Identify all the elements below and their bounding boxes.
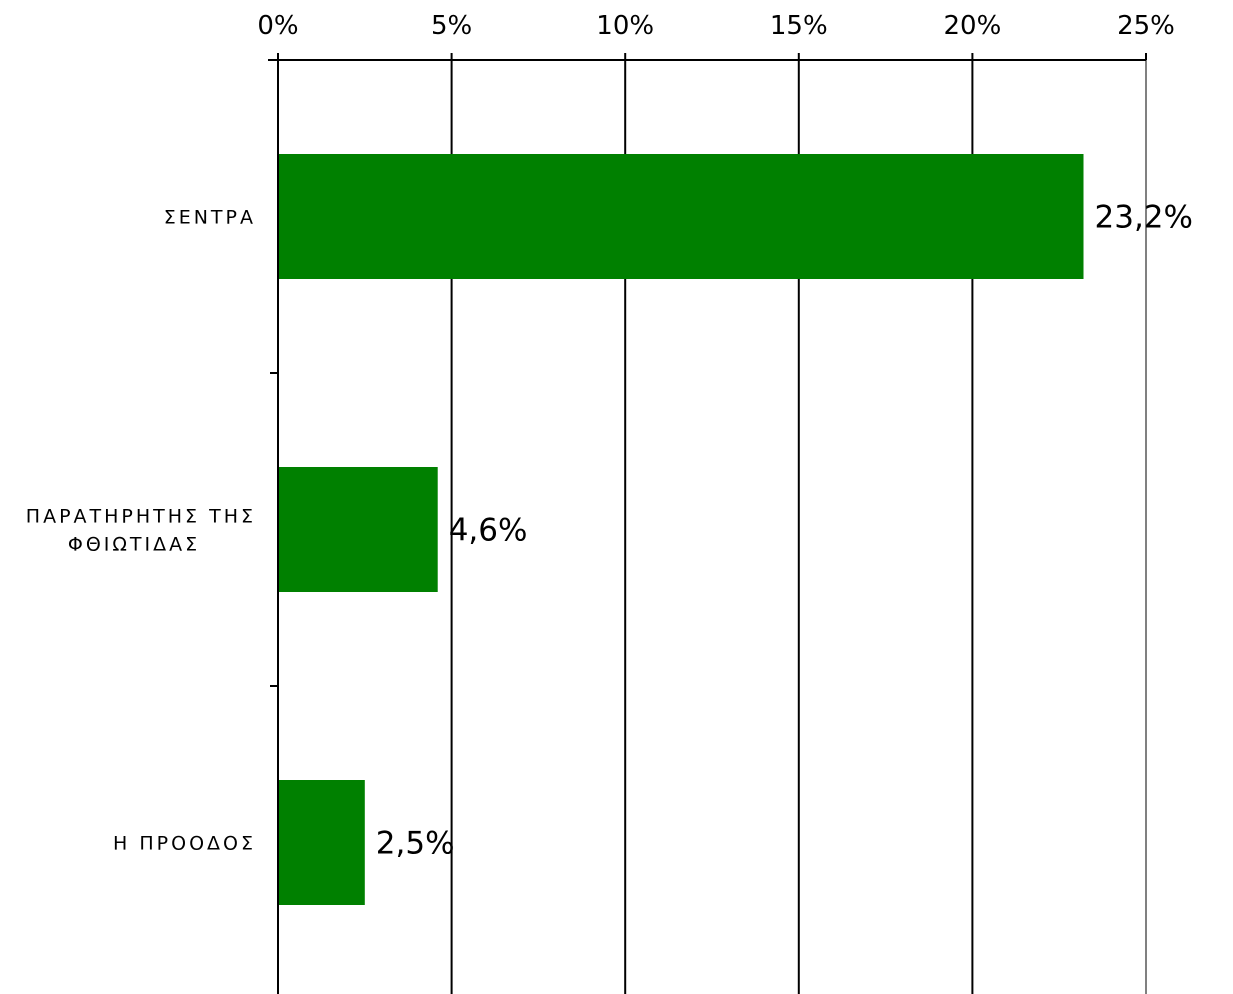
bar (279, 154, 1084, 279)
bar (279, 780, 365, 905)
x-tick-label: 0% (257, 11, 298, 41)
x-tick-label: 25% (1117, 11, 1175, 41)
category-label: Η ΠΡΟΟΔΟΣ (113, 833, 256, 855)
x-tick-label: 15% (770, 11, 828, 41)
data-label: 23,2% (1095, 200, 1193, 236)
category-label: ΣΕΝΤΡΑ (164, 207, 256, 229)
x-tick-label: 20% (944, 11, 1002, 41)
data-label: 2,5% (376, 826, 455, 862)
bar (279, 467, 438, 592)
category-label: ΦΘΙΩΤΙΔΑΣ (68, 534, 200, 556)
x-tick-label: 10% (596, 11, 654, 41)
axes (268, 53, 1147, 994)
x-tick-label: 5% (431, 11, 472, 41)
data-label: 4,6% (449, 513, 528, 549)
labels: 0% 5% 10% 15% 20% 25% ΣΕΝΤΡΑ 23,2% ΠΑΡΑΤΗΡΗΤΗΣ Τ… (26, 11, 1193, 862)
category-label: ΠΑΡΑΤΗΡΗΤΗΣ ΤΗΣ (26, 506, 256, 528)
bars (279, 154, 1084, 905)
